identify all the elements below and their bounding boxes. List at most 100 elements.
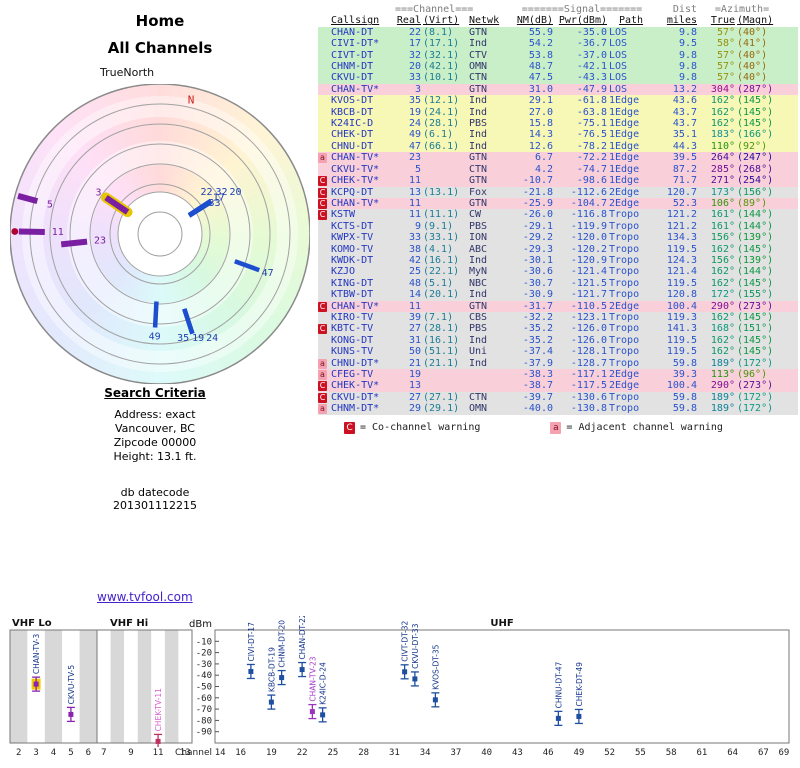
table-row: KIRO-TV 39 (7.1) CBS -32.2 -123.1 Tropo 119.3 16… [318, 311, 798, 324]
power-cell: -130.6 [570, 391, 607, 403]
nm-cell: -30.6 [522, 266, 553, 278]
power-cell: -120.0 [570, 232, 607, 244]
path-cell: 2Edge [609, 300, 640, 312]
nm-cell: -32.2 [522, 311, 553, 323]
nm-cell: 27.0 [528, 106, 553, 118]
adjacent-channel-warning-icon: a [318, 358, 327, 369]
azimuth-true-cell: 58° [716, 38, 735, 50]
table-row: CIVT-DT 32 (32.1) CTV 53.8 -37.0 LOS 9.8 57° (40°… [318, 49, 798, 62]
nm-cell: -35.2 [522, 323, 553, 335]
station-channel-label: 17 [213, 192, 225, 203]
vhf-hi-channel-slot [97, 630, 111, 743]
station-channel-label: 3 [96, 188, 102, 199]
signal-bar-center [576, 713, 582, 719]
uhf-label: UHF [490, 618, 513, 629]
x-tick-label: 43 [512, 748, 523, 758]
nm-cell: 14.3 [528, 129, 553, 141]
station-channel-label: 49 [149, 331, 161, 342]
real-channel-cell: 19 [408, 106, 421, 118]
miles-cell: 44.3 [672, 140, 697, 152]
col-header: Pwr(dBm) [558, 15, 607, 27]
azimuth-true-cell: 173° [710, 186, 735, 198]
vhf-hi-label: VHF Hi [110, 618, 148, 629]
x-tick-label: 7 [101, 748, 106, 758]
azimuth-magn-cell: (268°) [737, 163, 774, 175]
x-tick-label: 40 [481, 748, 492, 758]
signal-bar-center [279, 675, 285, 681]
miles-cell: 121.2 [666, 220, 697, 232]
power-cell: -74.7 [576, 163, 607, 175]
azimuth-magn-cell: (139°) [737, 254, 774, 266]
callsign-cell: CHAN-TV* [331, 83, 380, 95]
station-bar [182, 308, 195, 335]
power-cell: -121.5 [570, 277, 607, 289]
warning-cell [318, 266, 329, 277]
station-channel-label: 5 [47, 199, 53, 210]
col-header: miles [666, 15, 697, 27]
radar-section: Home All Channels TrueNorth N 22 17 32 20 33 4… [0, 0, 320, 384]
path-cell: LOS [609, 72, 628, 84]
virtual-channel-cell: (42.1) [423, 61, 460, 73]
station-channel-label: 23 [94, 235, 106, 246]
nm-cell: 12.6 [528, 140, 553, 152]
warning-cell [318, 278, 329, 289]
azimuth-magn-cell: (145°) [737, 106, 774, 118]
azimuth-magn-cell: (287°) [737, 83, 774, 95]
vhf-lo-channel-slot [10, 630, 28, 743]
nm-cell: 55.9 [528, 26, 553, 38]
station-channel-label: 32 [215, 187, 227, 198]
azimuth-true-cell: 57° [716, 49, 735, 61]
azimuth-true-cell: 285° [710, 163, 735, 175]
azimuth-magn-cell: (172°) [737, 403, 774, 415]
x-tick-label: 46 [543, 748, 554, 758]
warning-cell: C [318, 175, 329, 187]
station-bar [152, 301, 159, 328]
azimuth-magn-cell: (89°) [737, 197, 768, 209]
path-cell: Tropo [609, 323, 640, 335]
virtual-channel-cell [423, 198, 467, 209]
miles-cell: 119.5 [666, 243, 697, 255]
warning-cell [318, 27, 329, 38]
nm-cell: -37.9 [522, 357, 553, 369]
table-row: KOMO-TV 38 (4.1) ABC -29.3 -120.2 Tropo 119.5 16… [318, 243, 798, 255]
azimuth-magn-cell: (96°) [737, 369, 768, 380]
col-header: Netwk [469, 15, 500, 27]
search-line: Vancouver, BC [115, 422, 195, 435]
network-cell: OMN [469, 61, 488, 73]
power-cell: -78.2 [576, 140, 607, 152]
virtual-channel-cell [423, 175, 467, 186]
virtual-channel-cell: (66.1) [423, 140, 460, 152]
virtual-channel-cell: (33.1) [423, 232, 460, 244]
miles-cell: 59.8 [672, 357, 697, 369]
x-tick-label: 49 [573, 748, 584, 758]
nm-cell: -31.7 [522, 300, 553, 312]
azimuth-true-cell: 162° [710, 266, 735, 278]
station-label: CIVT-DT-32 [401, 620, 410, 661]
nm-cell: -21.8 [522, 186, 553, 198]
network-cell: GTN [469, 83, 488, 95]
callsign-cell: CHAN-DT [331, 26, 374, 38]
station-label: CHEK-TV-11 [154, 688, 163, 732]
power-cell: -123.1 [570, 311, 607, 323]
azimuth-true-cell: 168° [710, 323, 735, 335]
nm-cell: -35.2 [522, 334, 553, 346]
miles-cell: 119.5 [666, 346, 697, 358]
y-tick-label: -50 [196, 683, 212, 693]
tvfool-link[interactable]: www.tvfool.com [97, 590, 193, 604]
table-row: KWPX-TV 33 (33.1) ION -29.2 -120.0 Tropo 134.3 1… [318, 232, 798, 244]
virtual-channel-cell: (10.1) [423, 72, 460, 84]
warning-cell: C [318, 198, 329, 209]
miles-cell: 119.3 [666, 311, 697, 323]
power-cell: -76.5 [576, 129, 607, 141]
callsign-cell: CKVU-DT* [331, 391, 380, 403]
y-tick-label: -60 [196, 694, 212, 704]
miles-cell: 59.8 [672, 403, 697, 415]
warning-cell: C [318, 209, 329, 221]
radar-ring [49, 123, 271, 345]
vhf-hi-channel-slot [178, 630, 192, 743]
station-label: CHAN-TV-23 [308, 656, 317, 701]
real-channel-cell: 27 [408, 323, 421, 335]
callsign-cell: KTBW-DT [331, 289, 374, 301]
real-channel-cell: 13 [408, 186, 421, 198]
virtual-channel-cell: (6.1) [423, 129, 454, 141]
